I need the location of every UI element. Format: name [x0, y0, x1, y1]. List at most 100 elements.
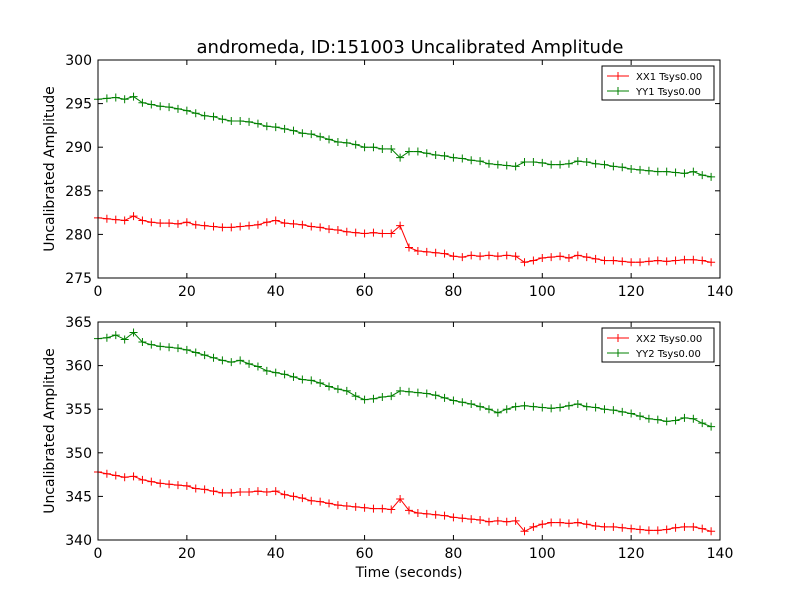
data-point	[245, 359, 254, 368]
data-point	[476, 402, 485, 411]
data-point	[307, 376, 316, 385]
data-point	[182, 218, 191, 227]
data-point	[493, 408, 502, 417]
data-point	[173, 104, 182, 113]
data-point	[200, 485, 209, 494]
data-point	[591, 159, 600, 168]
data-point	[111, 93, 120, 102]
data-point	[369, 394, 378, 403]
data-point	[173, 344, 182, 353]
data-point	[227, 117, 236, 126]
data-point	[600, 160, 609, 169]
data-point	[671, 168, 680, 177]
data-point	[262, 366, 271, 375]
data-point	[369, 143, 378, 152]
data-point	[271, 216, 280, 225]
data-point	[653, 256, 662, 265]
y-tick-label: 355	[65, 402, 92, 418]
data-point	[209, 112, 218, 121]
data-point	[556, 160, 565, 169]
data-point	[182, 345, 191, 354]
data-point	[609, 162, 618, 171]
data-point	[529, 158, 538, 167]
data-point	[360, 229, 369, 238]
x-tick-label: 0	[94, 284, 103, 300]
data-point	[520, 158, 529, 167]
data-point	[102, 214, 111, 223]
data-point	[271, 487, 280, 496]
y-tick-label: 295	[65, 97, 92, 113]
x-tick-label: 20	[178, 546, 196, 562]
data-point	[618, 257, 627, 266]
data-point	[538, 253, 547, 262]
data-point	[662, 525, 671, 534]
data-point	[289, 219, 298, 228]
x-tick-label: 120	[618, 546, 645, 562]
data-point	[262, 122, 271, 131]
data-point	[387, 229, 396, 238]
data-point	[129, 92, 138, 101]
data-point	[556, 518, 565, 527]
legend-label: XX1 Tsys0.00	[636, 72, 702, 83]
data-point	[707, 258, 716, 267]
data-point	[449, 513, 458, 522]
data-point	[325, 499, 334, 508]
data-point	[538, 158, 547, 167]
data-point	[360, 395, 369, 404]
data-point	[440, 393, 449, 402]
data-point	[636, 412, 645, 421]
data-point	[325, 382, 334, 391]
data-point	[396, 386, 405, 395]
data-point	[147, 100, 156, 109]
data-point	[431, 391, 440, 400]
data-point	[191, 109, 200, 118]
data-point	[582, 253, 591, 262]
data-point	[227, 488, 236, 497]
y-tick-label: 285	[65, 184, 92, 200]
data-point	[191, 348, 200, 357]
data-point	[218, 223, 227, 232]
data-point	[378, 392, 387, 401]
data-point	[405, 387, 413, 396]
data-point	[547, 404, 556, 413]
data-point	[333, 137, 342, 146]
data-point	[147, 340, 156, 349]
x-tick-label: 120	[618, 284, 645, 300]
data-point	[511, 162, 520, 171]
data-point	[662, 417, 671, 426]
data-point	[502, 517, 511, 526]
data-point	[511, 402, 520, 411]
data-point	[618, 523, 627, 532]
data-point	[413, 147, 422, 156]
legend-label: YY1 Tsys0.00	[635, 87, 701, 98]
data-point	[484, 405, 493, 414]
data-point	[316, 379, 325, 388]
data-point	[102, 94, 111, 103]
y-tick-label: 365	[65, 315, 92, 331]
data-point	[609, 256, 618, 265]
data-point	[431, 151, 440, 160]
data-point	[511, 252, 520, 261]
data-point	[627, 258, 636, 267]
data-point	[218, 356, 227, 365]
data-point	[227, 358, 236, 367]
data-point	[689, 522, 698, 531]
data-point	[689, 414, 698, 423]
data-point	[378, 229, 387, 238]
data-point	[129, 328, 138, 337]
data-point	[182, 106, 191, 115]
data-point	[298, 494, 307, 503]
data-point	[564, 159, 573, 168]
data-point	[129, 472, 138, 481]
data-point	[120, 216, 129, 225]
plot-panel-1: 0 20 40 60 80 100 120 140 275 280 285 290 295 300 Unca…	[42, 53, 733, 300]
data-point	[636, 258, 645, 267]
data-point	[627, 165, 636, 173]
data-point	[564, 401, 573, 410]
data-point	[422, 247, 431, 256]
series-line-1-1	[97, 215, 712, 263]
x-axis-label: Time (seconds)	[355, 565, 463, 581]
data-point	[245, 488, 254, 497]
data-point	[564, 519, 573, 528]
